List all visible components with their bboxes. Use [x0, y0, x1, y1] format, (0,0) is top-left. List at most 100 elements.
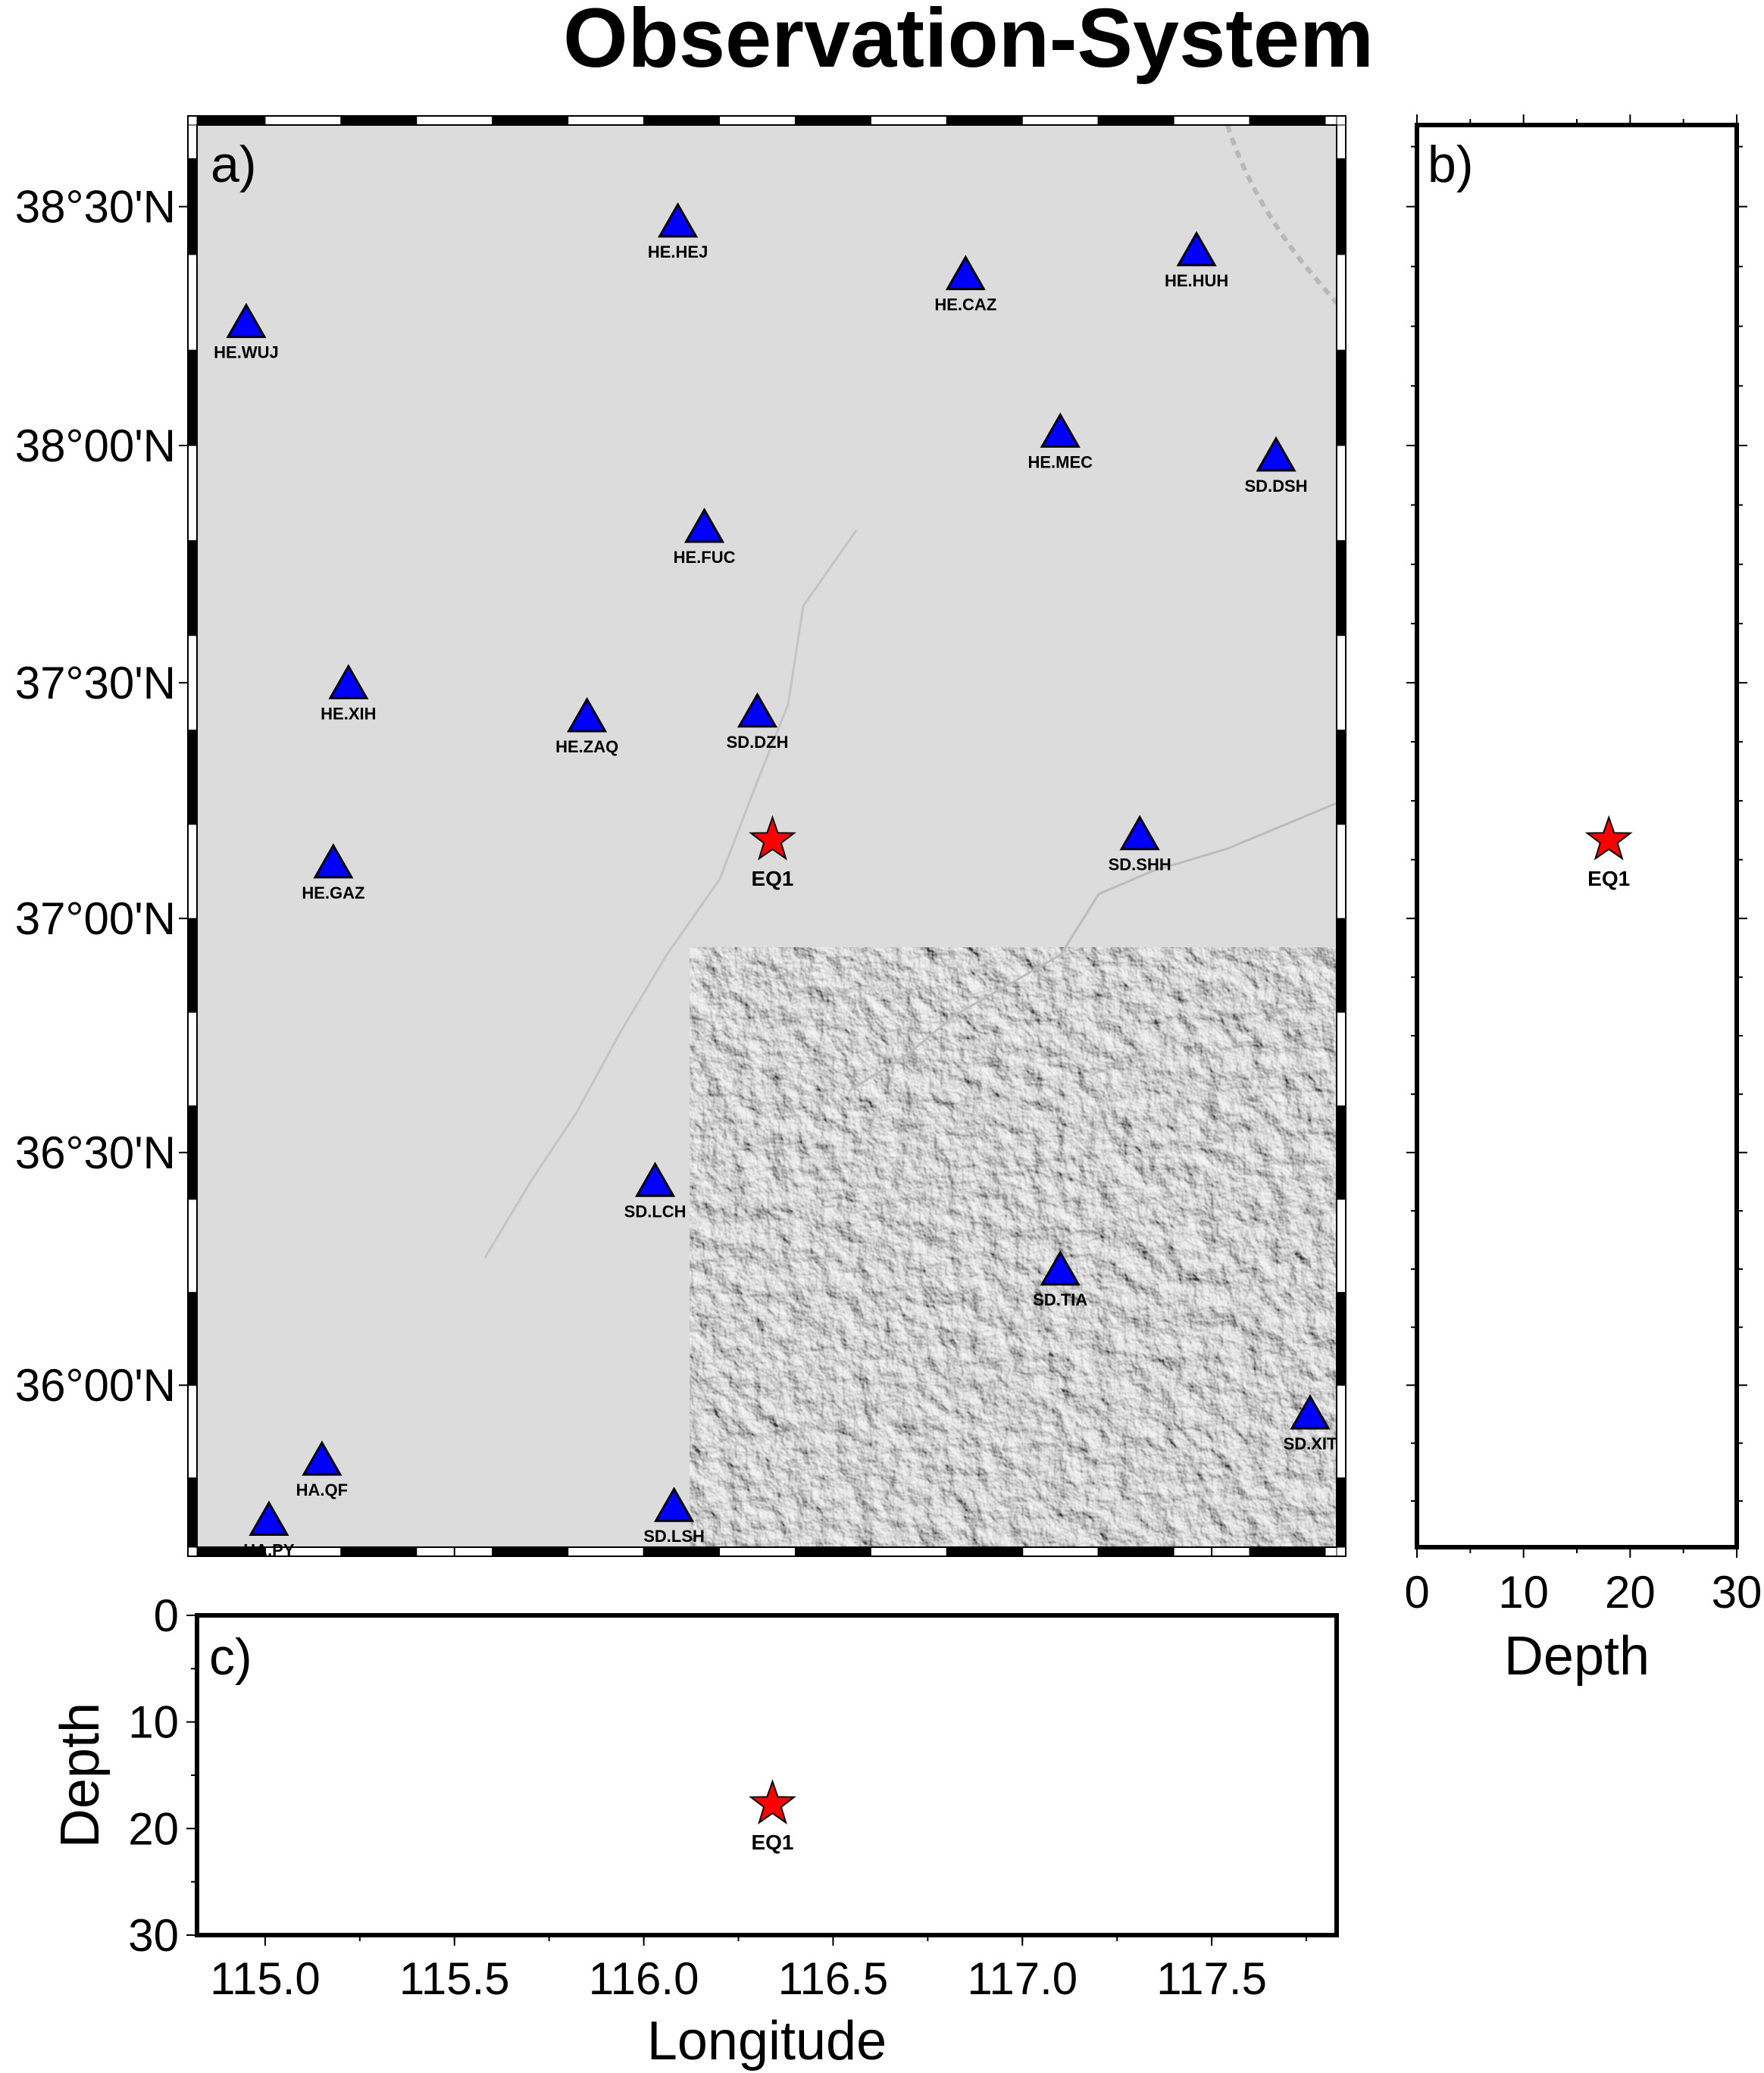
frame-segment [187, 1011, 198, 1107]
frame-segment [1336, 824, 1346, 919]
frame-segment [946, 115, 1023, 126]
frame-segment [492, 1546, 569, 1557]
frame-segment [1336, 1477, 1346, 1548]
frame-segment [1336, 1292, 1346, 1386]
frame-segment [643, 115, 721, 126]
frame-segment [340, 115, 418, 126]
triangle-icon [567, 697, 608, 733]
triangle-icon [653, 1487, 695, 1522]
map-inner-border [196, 124, 1337, 1548]
station-label: HA.PY [243, 1541, 295, 1560]
triangle-icon [945, 255, 986, 291]
triangle-icon [1040, 1250, 1081, 1286]
lon-tick-label: 117.5 [1156, 1953, 1267, 2004]
frame-segment [1336, 635, 1346, 731]
panel-c-frame [195, 1613, 1339, 1937]
triangle-icon [313, 843, 354, 879]
frame-segment [1173, 115, 1250, 126]
lat-tick-label: 38°30'N [15, 182, 176, 233]
triangle-icon [328, 664, 369, 699]
triangle-icon [683, 507, 725, 543]
triangle-icon [226, 302, 267, 339]
lon-tick-label: 115.0 [210, 1953, 321, 2004]
panel-label-c: c) [209, 1628, 252, 1686]
frame-segment [1097, 1546, 1174, 1557]
frame-segment [187, 254, 198, 351]
frame-segment [1336, 124, 1346, 159]
station-label: SD.TIA [1033, 1290, 1087, 1309]
panel-c-events: EQ1 [749, 1779, 796, 1854]
frame-segment [1249, 115, 1326, 126]
map-outer-border [187, 115, 1346, 1557]
triangle-icon [302, 1440, 342, 1476]
panel-c-ylabel: Depth [50, 1702, 111, 1848]
panel-b-xlabel: Depth [1504, 1626, 1650, 1687]
station-label: HE.GAZ [302, 883, 364, 902]
river [848, 802, 1337, 1093]
depth-tick-label: 0 [154, 1590, 179, 1641]
frame-segment [643, 1546, 721, 1557]
frame-segment [187, 824, 198, 919]
frame-segment [1336, 1384, 1346, 1479]
depth-tick-label: 0 [1404, 1567, 1429, 1618]
frame-segment [1336, 1011, 1346, 1107]
depth-tick-label: 20 [1605, 1567, 1656, 1618]
frame-segment [416, 115, 493, 126]
event-label: EQ1 [751, 867, 793, 890]
latitude-ticks: 36°00'N 36°30'N 37°00'N 37°30'N 38°00'N 38°30… [15, 182, 188, 1411]
frame-segment [1336, 1199, 1346, 1293]
frame-segment [946, 1546, 1023, 1557]
depth-longitude-panel: 0 10 20 30 115.0 115.5 116.0 116.5 117.0 117.5 EQ… [50, 1547, 1339, 2071]
triangle-icon [1256, 436, 1296, 472]
frame-segment [1336, 254, 1346, 351]
events-map-layer: EQ1 [749, 815, 796, 890]
frame-segment [1325, 1546, 1337, 1557]
frame-segment [187, 635, 198, 731]
star-icon [749, 1779, 796, 1824]
frame-segment [870, 1546, 947, 1557]
frame-segment [1021, 1546, 1099, 1557]
frame-segment [187, 1292, 198, 1386]
event-label: EQ1 [751, 1831, 793, 1854]
depth-tick-label: 20 [128, 1803, 179, 1854]
frame-segment [187, 124, 198, 159]
frame-segment [1325, 115, 1337, 126]
station-label: SD.LCH [624, 1202, 687, 1221]
frame-segment [187, 349, 198, 446]
station-label: HE.MEC [1027, 452, 1093, 471]
station-label: SD.DZH [727, 733, 789, 752]
triangle-icon [657, 202, 699, 238]
event-label: EQ1 [1587, 867, 1630, 890]
triangle-icon [1119, 815, 1160, 851]
frame-segment [187, 539, 198, 636]
frame-segment [568, 115, 645, 126]
triangle-icon [635, 1162, 676, 1197]
frame-segment [196, 115, 266, 126]
station-label: HE.CAZ [934, 295, 996, 314]
frame-segment [340, 1546, 418, 1557]
station-label: HE.HUH [1165, 271, 1228, 290]
frame-segment [568, 1546, 645, 1557]
panel-b-frame [1415, 123, 1739, 1549]
frame-segment [187, 1199, 198, 1293]
frame-segment [187, 918, 198, 1013]
frame-segment [187, 1384, 198, 1479]
frame-segment [1249, 1546, 1326, 1557]
lat-tick-label: 36°30'N [15, 1127, 176, 1178]
station-label: HE.WUJ [214, 343, 279, 362]
station-label: HA.QF [296, 1480, 348, 1499]
depth-tick-label: 10 [1498, 1567, 1549, 1618]
depth-tick-label: 30 [1712, 1567, 1762, 1618]
map-panel: 36°00'N 36°30'N 37°00'N 37°30'N 38°00'N 38°30… [15, 115, 1346, 1560]
lon-tick-label: 117.0 [967, 1953, 1077, 2004]
river [483, 530, 858, 1258]
triangle-icon [1290, 1394, 1331, 1430]
depth-latitude-panel: 0 10 20 30 EQ1 b) Depth [1404, 114, 1762, 1687]
mountain-relief [690, 947, 1337, 1547]
depth-tick-label: 10 [128, 1697, 179, 1748]
frame-segment [264, 115, 342, 126]
frame-segment [1336, 158, 1346, 255]
lat-tick-label: 38°00'N [15, 421, 176, 471]
panel-c-ticks: 0 10 20 30 115.0 115.5 116.0 116.5 117.0 117.5 [128, 1547, 1308, 2004]
frame-segment [1336, 730, 1346, 825]
